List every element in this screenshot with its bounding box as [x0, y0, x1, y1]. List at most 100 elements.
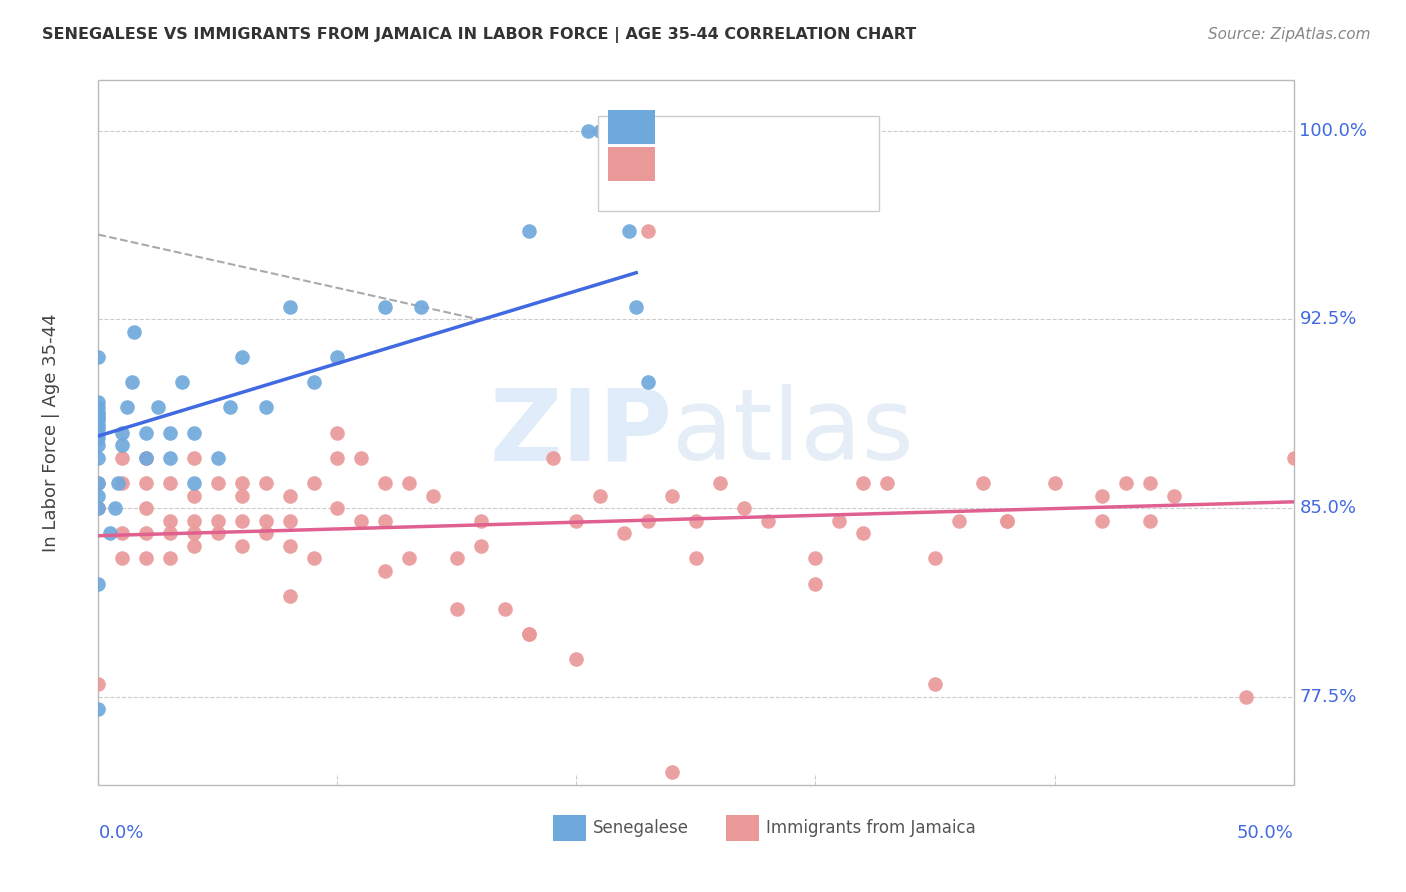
Point: [183, 526, 205, 541]
Point: [87, 501, 110, 516]
Point: [326, 450, 349, 465]
Point: [254, 514, 277, 528]
Point: [231, 489, 253, 503]
Point: [578, 123, 600, 137]
Text: R =: R =: [664, 156, 709, 174]
Point: [159, 450, 181, 465]
Point: [995, 514, 1018, 528]
Text: atlas: atlas: [672, 384, 914, 481]
Point: [104, 501, 127, 516]
Point: [446, 551, 468, 566]
Point: [159, 514, 181, 528]
Point: [1139, 475, 1161, 490]
Point: [254, 401, 277, 415]
Text: SENEGALESE VS IMMIGRANTS FROM JAMAICA IN LABOR FORCE | AGE 35-44 CORRELATION CHA: SENEGALESE VS IMMIGRANTS FROM JAMAICA IN…: [42, 27, 917, 43]
Point: [207, 450, 229, 465]
Point: [183, 475, 205, 490]
Point: [135, 551, 157, 566]
FancyBboxPatch shape: [607, 110, 655, 144]
Point: [254, 526, 277, 541]
Point: [98, 526, 122, 541]
Point: [231, 514, 253, 528]
Point: [183, 539, 205, 553]
Point: [87, 410, 110, 425]
Point: [709, 475, 731, 490]
Point: [183, 489, 205, 503]
Point: [446, 601, 468, 615]
Point: [565, 652, 588, 666]
Point: [326, 425, 349, 440]
Point: [756, 514, 779, 528]
Text: N =: N =: [773, 156, 814, 174]
Text: 51: 51: [817, 119, 842, 136]
Point: [302, 551, 325, 566]
Point: [733, 501, 755, 516]
Point: [804, 551, 827, 566]
Text: R =: R =: [664, 119, 709, 136]
Point: [87, 420, 110, 434]
Text: 0.0%: 0.0%: [98, 823, 143, 842]
Point: [254, 475, 277, 490]
Point: [1043, 475, 1066, 490]
Point: [637, 224, 659, 238]
Point: [183, 450, 205, 465]
Point: [87, 677, 110, 691]
Point: [121, 376, 143, 390]
Point: [398, 551, 420, 566]
Point: [374, 514, 396, 528]
Point: [87, 489, 110, 503]
Text: Senegalese: Senegalese: [593, 819, 689, 837]
Point: [111, 475, 134, 490]
Point: [159, 551, 181, 566]
Point: [231, 350, 253, 364]
Point: [1091, 514, 1114, 528]
Point: [135, 425, 157, 440]
Point: [852, 526, 875, 541]
Text: 85.0%: 85.0%: [1299, 500, 1357, 517]
Point: [111, 438, 134, 452]
Point: [111, 526, 134, 541]
Point: [589, 489, 612, 503]
Point: [87, 576, 110, 591]
Point: [135, 450, 157, 465]
Text: Source: ZipAtlas.com: Source: ZipAtlas.com: [1208, 27, 1371, 42]
Point: [87, 418, 110, 433]
Point: [804, 576, 827, 591]
Point: [602, 123, 624, 137]
Point: [374, 564, 396, 578]
Point: [115, 401, 138, 415]
Point: [422, 489, 444, 503]
Point: [350, 514, 373, 528]
Point: [494, 601, 516, 615]
Point: [207, 526, 229, 541]
Point: [87, 408, 110, 422]
Point: [852, 475, 875, 490]
Point: [589, 123, 612, 137]
Point: [1234, 690, 1257, 704]
Point: [626, 300, 648, 314]
Point: [411, 300, 433, 314]
Bar: [598, 116, 879, 211]
Point: [613, 526, 636, 541]
Point: [87, 425, 110, 440]
Point: [278, 539, 301, 553]
Point: [828, 514, 851, 528]
Point: [278, 489, 301, 503]
Point: [159, 526, 181, 541]
Point: [135, 450, 157, 465]
FancyBboxPatch shape: [607, 147, 655, 181]
Point: [87, 395, 110, 409]
Point: [350, 450, 373, 465]
Point: [541, 450, 564, 465]
Point: [924, 677, 946, 691]
Point: [1091, 489, 1114, 503]
Point: [172, 376, 194, 390]
Text: 92.5%: 92.5%: [1299, 310, 1357, 328]
Point: [107, 475, 129, 490]
Point: [661, 765, 683, 780]
Point: [87, 405, 110, 419]
Point: [87, 413, 110, 427]
Text: Immigrants from Jamaica: Immigrants from Jamaica: [766, 819, 976, 837]
Text: 77.5%: 77.5%: [1299, 688, 1357, 706]
Point: [159, 425, 181, 440]
